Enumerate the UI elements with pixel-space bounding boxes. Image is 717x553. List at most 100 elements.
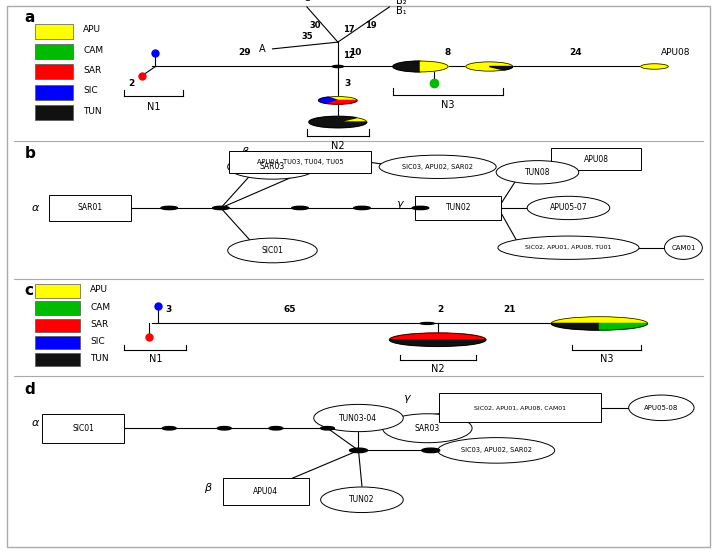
Text: 30: 30 <box>309 22 320 30</box>
Text: CAM01: CAM01 <box>671 245 695 251</box>
Circle shape <box>353 206 370 210</box>
FancyBboxPatch shape <box>229 151 371 173</box>
Text: a: a <box>24 9 35 24</box>
Wedge shape <box>641 64 668 69</box>
Text: APU05-07: APU05-07 <box>550 204 587 212</box>
Text: N1: N1 <box>147 102 161 112</box>
FancyBboxPatch shape <box>35 336 80 349</box>
Wedge shape <box>551 317 647 324</box>
Text: SIC02, APU01, APU08, TU01: SIC02, APU01, APU08, TU01 <box>526 245 612 250</box>
Text: A: A <box>259 44 265 54</box>
Text: 21: 21 <box>503 305 516 314</box>
Text: B₁: B₁ <box>397 7 407 17</box>
Ellipse shape <box>496 160 579 184</box>
Circle shape <box>292 206 308 210</box>
Ellipse shape <box>629 395 694 421</box>
Wedge shape <box>466 62 513 71</box>
Text: B₂: B₂ <box>397 0 407 6</box>
FancyBboxPatch shape <box>440 393 601 422</box>
Wedge shape <box>489 66 513 70</box>
Text: APU: APU <box>90 285 108 294</box>
Text: 3: 3 <box>345 79 351 88</box>
Ellipse shape <box>498 236 639 259</box>
Text: 65: 65 <box>283 305 296 314</box>
Text: 10: 10 <box>349 48 361 57</box>
Text: APU08: APU08 <box>661 48 691 57</box>
Text: 19: 19 <box>366 22 377 30</box>
Text: N3: N3 <box>599 354 613 364</box>
Text: CAM: CAM <box>83 46 103 55</box>
Text: β: β <box>242 147 249 156</box>
Wedge shape <box>309 116 367 128</box>
Ellipse shape <box>314 404 403 432</box>
Ellipse shape <box>437 437 555 463</box>
Text: SAR: SAR <box>90 320 108 329</box>
FancyBboxPatch shape <box>551 148 641 170</box>
Ellipse shape <box>665 236 703 259</box>
Circle shape <box>422 448 440 452</box>
FancyBboxPatch shape <box>35 319 80 332</box>
Circle shape <box>162 426 176 430</box>
FancyBboxPatch shape <box>35 24 73 39</box>
Wedge shape <box>328 101 357 104</box>
Text: TUN08: TUN08 <box>525 168 550 177</box>
Circle shape <box>212 206 229 210</box>
Circle shape <box>217 426 231 430</box>
Text: b: b <box>24 146 36 161</box>
Circle shape <box>161 206 178 210</box>
Text: 8: 8 <box>445 48 451 57</box>
Wedge shape <box>420 66 448 72</box>
FancyBboxPatch shape <box>35 284 80 298</box>
Ellipse shape <box>228 238 317 263</box>
FancyBboxPatch shape <box>42 414 125 443</box>
Text: 12: 12 <box>343 51 355 60</box>
Text: CAM: CAM <box>90 302 110 312</box>
Circle shape <box>269 426 282 430</box>
Circle shape <box>412 206 429 210</box>
Text: 24: 24 <box>569 48 581 57</box>
Wedge shape <box>328 97 357 101</box>
Wedge shape <box>420 61 448 66</box>
Text: APU04: APU04 <box>253 487 278 495</box>
Text: 17: 17 <box>343 25 355 34</box>
Text: SIC: SIC <box>90 337 105 346</box>
Text: γ: γ <box>397 199 403 209</box>
Text: TUN: TUN <box>83 107 102 116</box>
Text: 3: 3 <box>166 305 172 314</box>
Text: 2: 2 <box>128 79 135 88</box>
FancyBboxPatch shape <box>35 44 73 59</box>
Ellipse shape <box>379 155 496 179</box>
Text: TUN02: TUN02 <box>349 495 375 504</box>
Text: SIC02, APU01, APU08, CAM01: SIC02, APU01, APU08, CAM01 <box>474 405 566 410</box>
Circle shape <box>350 448 367 452</box>
Text: γ: γ <box>403 393 410 403</box>
Text: SIC01: SIC01 <box>262 246 283 255</box>
Text: SAR: SAR <box>83 66 101 75</box>
Text: TUN03-04: TUN03-04 <box>339 414 378 422</box>
Text: N2: N2 <box>331 141 345 151</box>
Ellipse shape <box>320 487 403 513</box>
Wedge shape <box>393 61 420 72</box>
Text: c: c <box>24 283 34 298</box>
Text: α: α <box>32 418 39 428</box>
Wedge shape <box>551 324 599 330</box>
FancyBboxPatch shape <box>49 195 131 221</box>
Wedge shape <box>318 97 338 103</box>
Text: N1: N1 <box>148 354 162 364</box>
Ellipse shape <box>228 154 317 179</box>
FancyBboxPatch shape <box>35 353 80 367</box>
Text: SIC03, APU02, SAR02: SIC03, APU02, SAR02 <box>460 447 532 453</box>
FancyBboxPatch shape <box>7 6 710 547</box>
Wedge shape <box>389 340 486 346</box>
Text: N2: N2 <box>431 364 445 374</box>
Text: SAR01: SAR01 <box>77 204 103 212</box>
Text: SAR03: SAR03 <box>414 424 440 433</box>
Text: β: β <box>204 483 211 493</box>
Text: α: α <box>32 203 39 213</box>
FancyBboxPatch shape <box>415 196 501 220</box>
Ellipse shape <box>383 414 472 443</box>
Text: APU08: APU08 <box>584 155 609 164</box>
Text: d: d <box>24 382 35 397</box>
FancyBboxPatch shape <box>35 85 73 100</box>
Text: N3: N3 <box>441 101 455 111</box>
